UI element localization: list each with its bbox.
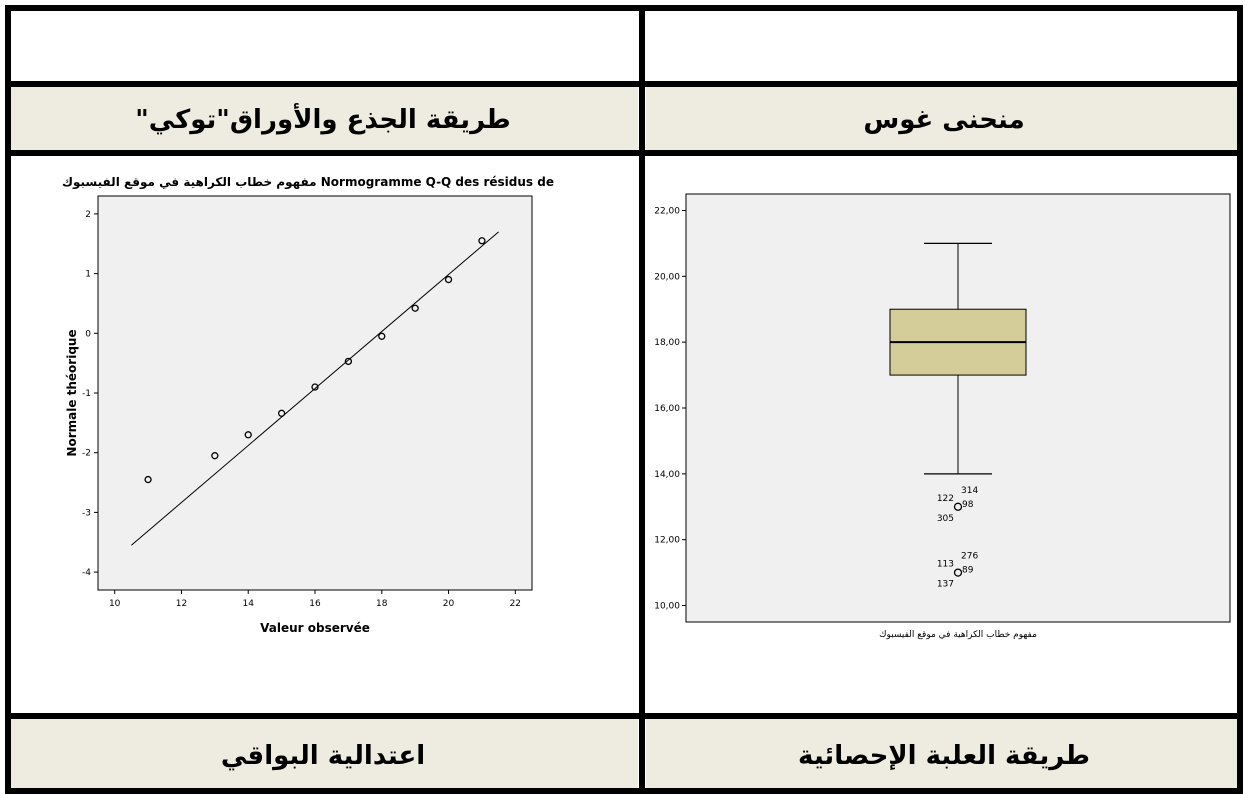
box-outlier-label: 89	[962, 566, 974, 576]
qq-data-point	[444, 275, 453, 284]
boxplot-chart: 10,00 12,00 14,00 16,00 18,00 20,00 22,00 314 1…	[654, 193, 1231, 640]
box-y-tick-label: 16,00	[654, 404, 680, 414]
qq-y-tick-label: -3	[82, 508, 91, 518]
qq-data-point	[311, 383, 319, 391]
header-bg-gauss	[646, 87, 1240, 150]
box-outlier-label: 276	[961, 552, 978, 562]
qq-data-point	[411, 304, 419, 312]
box-outlier-label: 122	[937, 494, 954, 504]
qq-data-point	[378, 332, 386, 340]
qq-chart-title: مفهوم خطاب الكراهية في موقع الفيسبوك Nor…	[62, 175, 554, 190]
box-y-tick-label: 12,00	[654, 536, 680, 546]
header-bg-residuals	[8, 719, 638, 789]
qq-x-tick-label: 14	[243, 599, 255, 609]
qq-y-tick-label: -4	[82, 568, 91, 578]
box-outlier-label: 314	[961, 486, 978, 496]
qq-data-point	[478, 237, 486, 245]
box-outlier-point	[953, 502, 963, 511]
qq-y-tick-label: -2	[82, 449, 91, 459]
qq-data-point	[344, 357, 353, 366]
qq-x-tick-label: 10	[109, 599, 121, 609]
box-outlier-label: 305	[937, 514, 954, 524]
qq-reference-line	[131, 231, 499, 546]
qq-data-point	[211, 452, 219, 460]
qq-x-axis-label: Valeur observée	[260, 621, 370, 635]
header-stem-leaf: طريقة الجذع والأوراق"توكي"	[135, 103, 511, 135]
qq-x-tick-label: 18	[376, 599, 388, 609]
box-y-tick-label: 10,00	[654, 602, 680, 612]
qq-x-tick-label: 12	[176, 599, 187, 609]
qq-x-tick-label: 20	[443, 599, 455, 609]
qq-data-point	[244, 431, 252, 439]
qq-y-tick-label: 2	[85, 210, 91, 220]
qq-data-point	[144, 475, 152, 484]
qq-y-tick-label: 1	[85, 270, 91, 280]
qq-x-tick-label: 16	[309, 599, 321, 609]
header-bg-boxplot	[646, 719, 1240, 789]
qq-y-tick-label: 0	[85, 329, 91, 339]
qq-plot-chart: مفهوم خطاب الكراهية في موقع الفيسبوك Nor…	[62, 175, 554, 635]
qq-y-axis-label: Normale théorique	[65, 329, 79, 456]
box-y-tick-label: 14,00	[654, 470, 680, 480]
boxplot-x-axis-label: مفهوم خطاب الكراهية في موقع الفيسبوك	[879, 630, 1037, 640]
box-y-tick-label: 22,00	[654, 206, 680, 216]
table-borders	[5, 5, 1243, 794]
box-y-tick-label: 20,00	[654, 272, 680, 282]
qq-y-tick-label: -1	[82, 389, 91, 399]
qq-plot-area	[97, 195, 533, 591]
box-outlier-label: 113	[937, 560, 954, 570]
qq-data-point	[277, 409, 286, 417]
box-outlier-label: 98	[962, 500, 974, 510]
box-outlier-point	[953, 568, 963, 577]
header-residuals: اعتدالية البواقي	[221, 741, 425, 771]
header-bg-stem-leaf	[8, 87, 638, 150]
box-y-tick-label: 18,00	[654, 338, 680, 348]
header-boxplot: طريقة العلبة الإحصائية	[798, 741, 1090, 771]
qq-x-tick-label: 22	[510, 599, 521, 609]
box-outlier-label: 137	[937, 580, 954, 590]
header-gauss: منحنى غوس	[863, 105, 1024, 135]
